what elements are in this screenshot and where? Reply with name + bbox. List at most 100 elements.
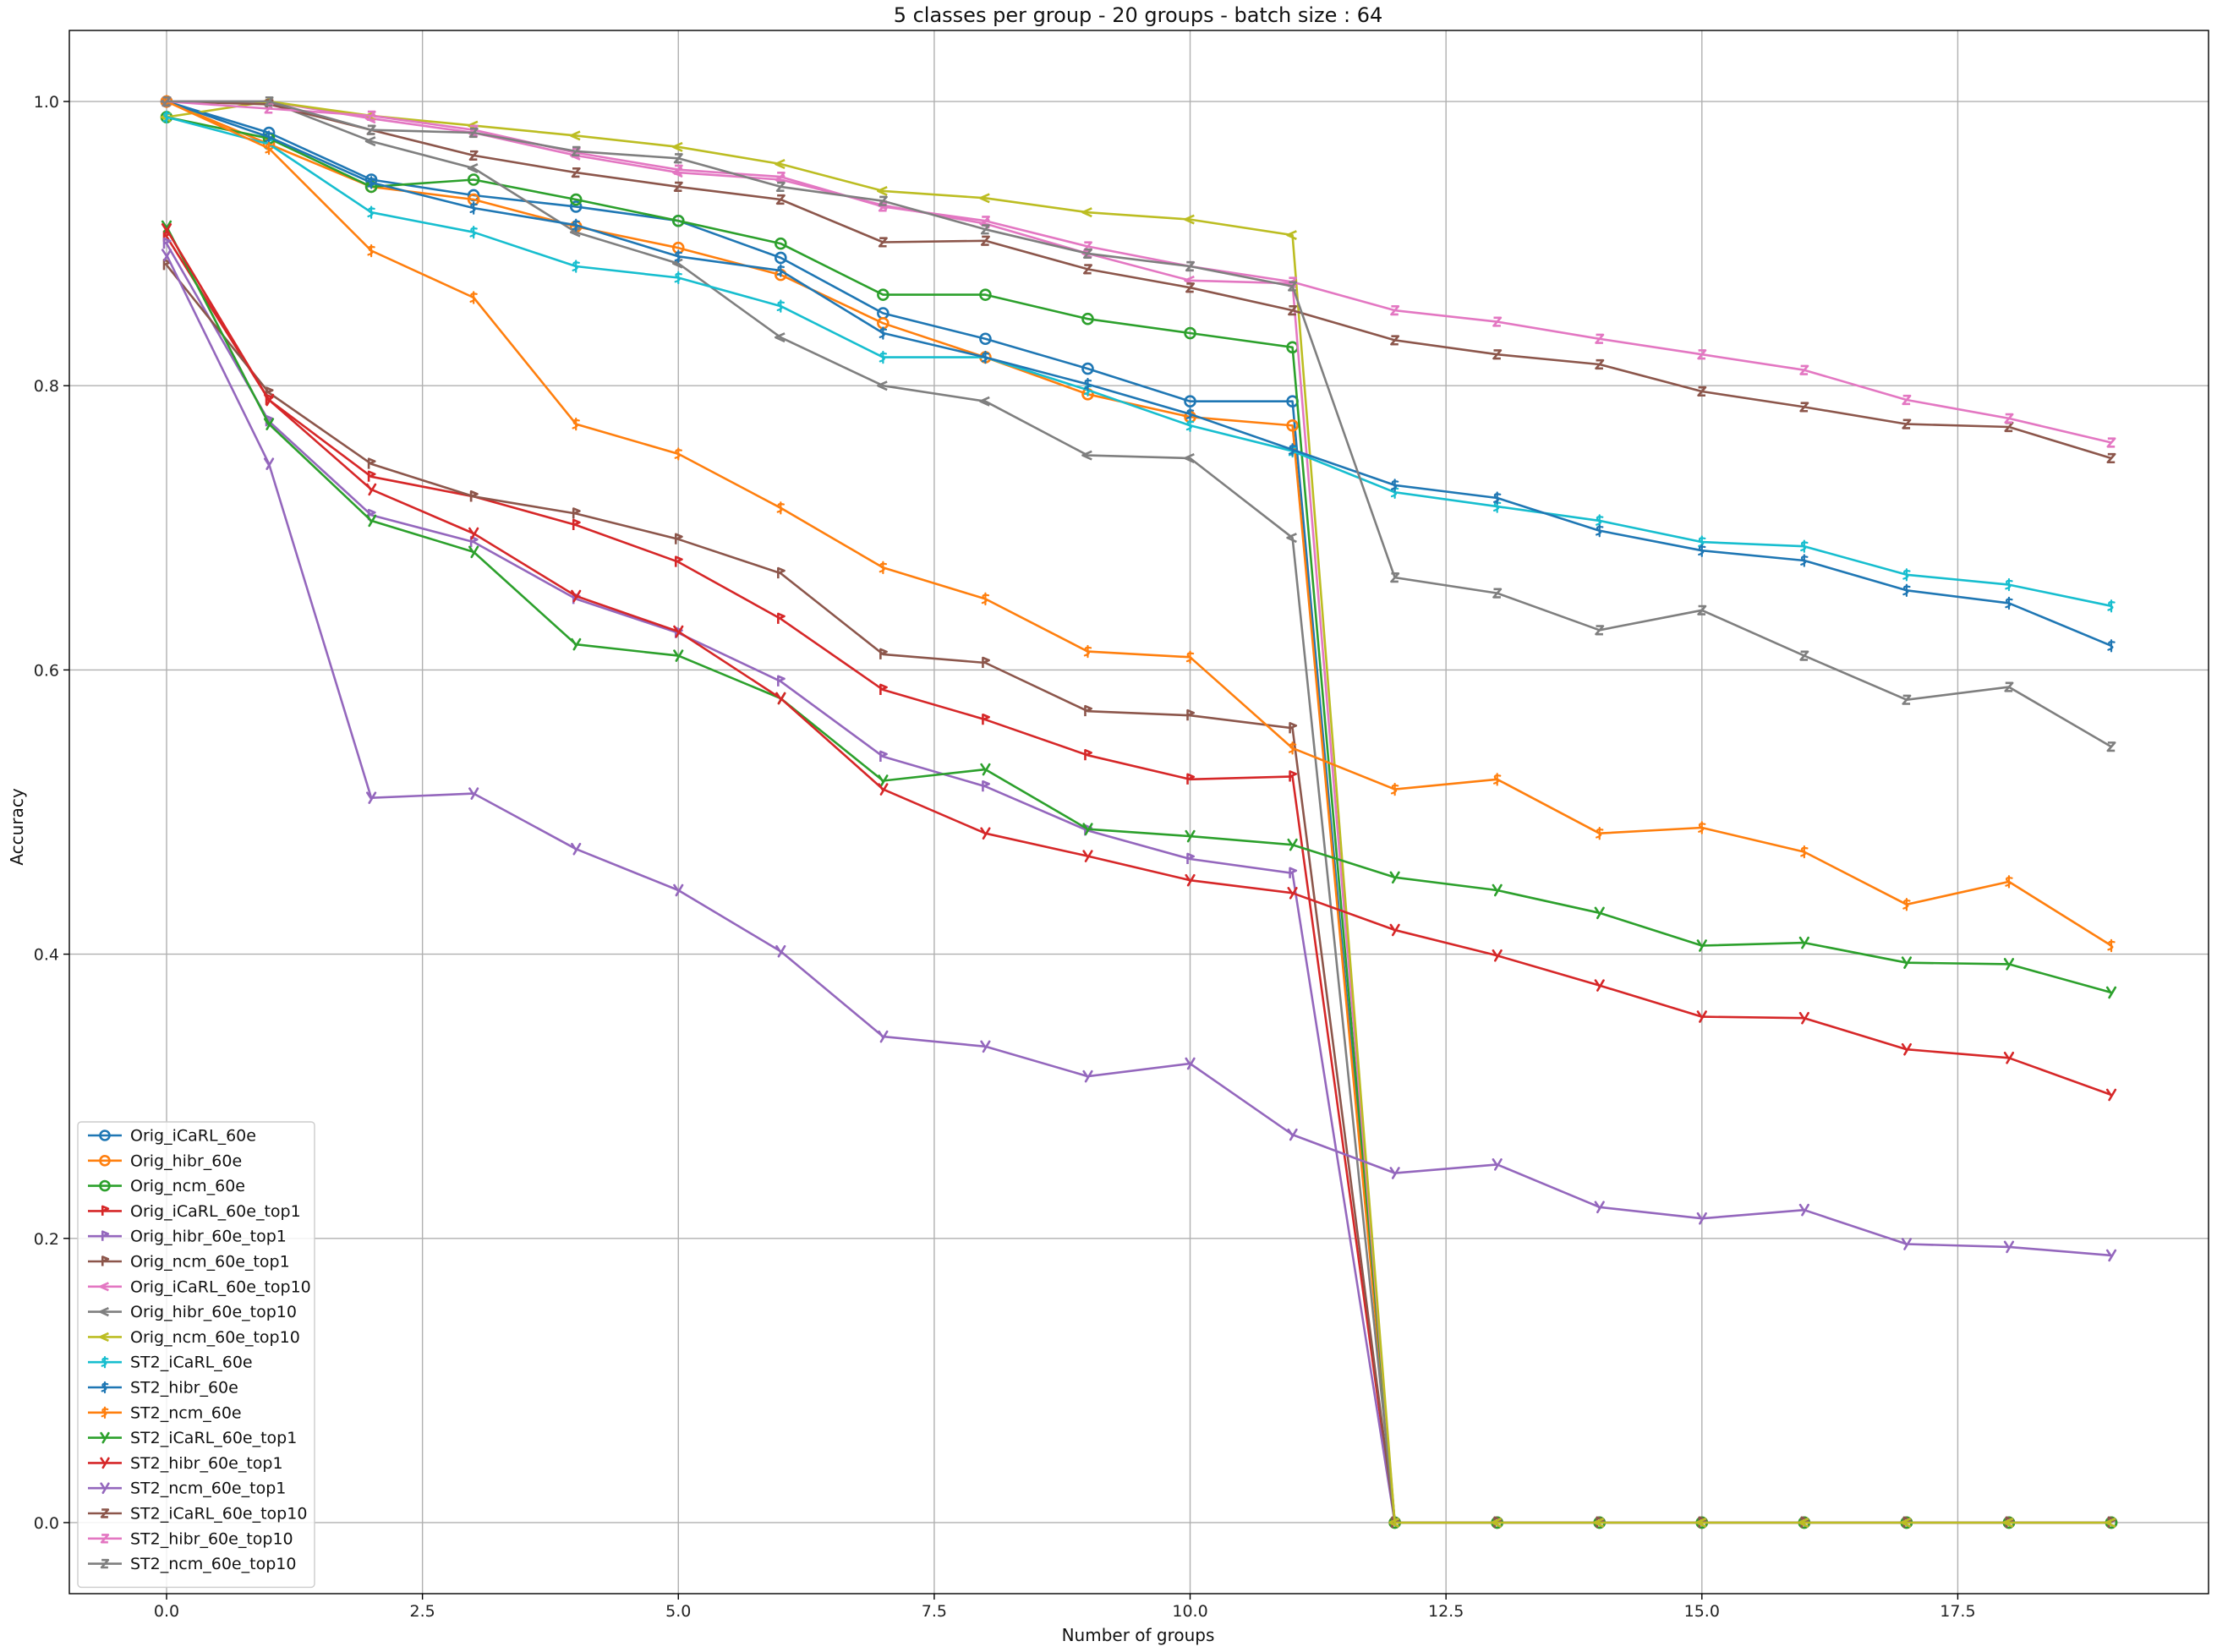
point-ST2_ncm_60e_top10-1	[264, 96, 274, 107]
point-ST2_iCaRL_60e_top1-19	[2105, 986, 2117, 999]
series-ST2_hibr_60e_top1	[161, 223, 2117, 1102]
legend-item-Orig_hibr_60e_top1: Orig_hibr_60e_top1	[88, 1228, 287, 1246]
series-line-ST2_ncm_60e	[166, 100, 2112, 947]
point-Orig_iCaRL_60e_top1-2	[367, 470, 376, 482]
point-ST2_iCaRL_60e_top1-8	[980, 763, 991, 776]
legend-label-ST2_iCaRL_60e_top10: ST2_iCaRL_60e_top10	[130, 1505, 307, 1523]
point-ST2_hibr_60e_top1-13	[1492, 949, 1503, 962]
point-Orig_iCaRL_60e-4	[569, 200, 583, 213]
point-ST2_ncm_60e_top1-16	[1798, 1203, 1809, 1217]
point-Orig_ncm_60e-5	[671, 214, 685, 227]
point-ST2_iCaRL_60e_top1-11	[1287, 838, 1298, 851]
legend-marker-Orig_ncm_60e	[99, 1179, 111, 1192]
point-ST2_ncm_60e_top10-8	[980, 224, 990, 235]
point-ST2_iCaRL_60e_top10-5	[673, 181, 683, 192]
point-ST2_iCaRL_60e_top10-14	[1595, 358, 1605, 370]
point-ST2_hibr_60e_top1-14	[1594, 979, 1605, 992]
point-ST2_ncm_60e_top10-2	[366, 124, 376, 135]
series-line-ST2_ncm_60e_top1	[165, 254, 2112, 1257]
legend-marker-ST2_hibr_60e_top1	[100, 1457, 110, 1469]
point-ST2_ncm_60e-15	[1698, 821, 1706, 834]
legend-label-ST2_ncm_60e: ST2_ncm_60e	[130, 1403, 242, 1422]
point-ST2_ncm_60e-10	[1185, 650, 1195, 664]
point-ST2_ncm_60e_top1-13	[1492, 1158, 1503, 1171]
point-ST2_ncm_60e-11	[1288, 741, 1297, 755]
point-ST2_ncm_60e_top10-12	[1390, 572, 1400, 583]
legend-item-Orig_iCaRL_60e_top1: Orig_iCaRL_60e_top1	[88, 1202, 301, 1221]
y-tick-label-4: 0.8	[34, 377, 59, 396]
chart-title: 5 classes per group - 20 groups - batch …	[894, 3, 1383, 27]
legend-marker-Orig_iCaRL_60e_top10	[99, 1282, 109, 1292]
point-ST2_iCaRL_60e_top10-15	[1697, 386, 1707, 397]
legend-item-ST2_hibr_60e_top10: ST2_hibr_60e_top10	[88, 1529, 293, 1548]
point-ST2_hibr_60e-10	[1185, 408, 1195, 421]
point-Orig_ncm_60e_top10-11	[1286, 230, 1297, 241]
point-ST2_hibr_60e-13	[1492, 491, 1502, 505]
point-ST2_hibr_60e_top10-16	[1799, 364, 1809, 375]
point-ST2_hibr_60e_top1-10	[1185, 873, 1196, 887]
point-ST2_hibr_60e_top10-6	[775, 172, 786, 183]
point-ST2_iCaRL_60e_top1-13	[1492, 883, 1503, 897]
point-ST2_hibr_60e-15	[1698, 544, 1706, 557]
point-ST2_ncm_60e-7	[879, 561, 888, 575]
point-ST2_ncm_60e_top10-9	[1082, 248, 1092, 260]
point-ST2_hibr_60e_top1-0	[161, 223, 172, 236]
point-Orig_iCaRL_60e_top1-11	[1289, 770, 1298, 782]
point-Orig_hibr_60e_top10-4	[569, 227, 581, 238]
point-ST2_iCaRL_60e-19	[2107, 599, 2116, 613]
legend-label-ST2_iCaRL_60e_top1: ST2_iCaRL_60e_top1	[130, 1429, 297, 1447]
point-ST2_hibr_60e_top1-1	[263, 393, 275, 407]
point-Orig_ncm_60e-4	[569, 193, 583, 206]
point-Orig_hibr_60e_top10-5	[671, 258, 683, 269]
point-ST2_hibr_60e-8	[981, 350, 990, 364]
point-ST2_hibr_60e-19	[2107, 639, 2116, 653]
point-ST2_iCaRL_60e_top1-1	[263, 418, 275, 430]
point-ST2_ncm_60e_top1-2	[366, 791, 377, 804]
point-ST2_ncm_60e_top1-10	[1185, 1057, 1196, 1070]
point-ST2_hibr_60e_top10-18	[2004, 413, 2014, 424]
point-Orig_ncm_60e_top10-9	[1081, 207, 1092, 218]
point-ST2_ncm_60e_top10-11	[1288, 281, 1298, 292]
legend-item-Orig_ncm_60e: Orig_ncm_60e	[88, 1177, 245, 1195]
point-ST2_iCaRL_60e_top1-10	[1185, 829, 1196, 843]
point-ST2_ncm_60e_top1-9	[1082, 1069, 1093, 1083]
point-ST2_ncm_60e_top1-3	[468, 787, 479, 800]
point-ST2_iCaRL_60e_top1-7	[878, 774, 889, 787]
point-Orig_iCaRL_60e-6	[775, 251, 787, 265]
x-tick-label-7: 17.5	[1940, 1602, 1975, 1621]
point-ST2_ncm_60e-16	[1800, 845, 1809, 859]
x-tick-label-2: 5.0	[665, 1602, 691, 1621]
point-Orig_ncm_60e_top10-14	[1593, 1517, 1605, 1528]
point-ST2_iCaRL_60e-0	[162, 110, 171, 124]
point-Orig_ncm_60e_top1-3	[469, 490, 479, 502]
legend-item-ST2_ncm_60e: ST2_ncm_60e	[88, 1403, 242, 1422]
point-ST2_hibr_60e-9	[1083, 377, 1092, 391]
point-ST2_hibr_60e-2	[367, 176, 375, 189]
point-ST2_hibr_60e_top1-15	[1696, 1010, 1707, 1023]
point-ST2_iCaRL_60e-4	[572, 260, 580, 273]
legend-item-ST2_hibr_60e: ST2_hibr_60e	[88, 1379, 238, 1398]
point-ST2_iCaRL_60e_top1-5	[673, 649, 684, 662]
point-ST2_ncm_60e_top10-3	[468, 127, 479, 139]
x-axis-label: Number of groups	[1062, 1625, 1215, 1645]
x-tick-label-5: 12.5	[1428, 1602, 1464, 1621]
point-Orig_hibr_60e_top1-0	[162, 237, 172, 249]
legend-item-ST2_iCaRL_60e_top10: ST2_iCaRL_60e_top10	[88, 1505, 307, 1523]
legend-item-Orig_hibr_60e: Orig_hibr_60e	[88, 1151, 242, 1170]
point-Orig_ncm_60e_top10-17	[1900, 1517, 1912, 1528]
point-ST2_hibr_60e_top1-5	[673, 625, 684, 638]
series-group	[160, 95, 2118, 1529]
point-ST2_ncm_60e-8	[981, 592, 990, 606]
point-ST2_ncm_60e_top10-10	[1185, 260, 1196, 272]
legend-marker-Orig_ncm_60e_top1	[101, 1255, 110, 1266]
point-ST2_iCaRL_60e-18	[2005, 577, 2013, 592]
point-Orig_hibr_60e_top1-10	[1186, 852, 1196, 864]
y-axis-label: Accuracy	[7, 788, 27, 865]
legend-item-Orig_hibr_60e_top10: Orig_hibr_60e_top10	[88, 1303, 297, 1321]
point-ST2_hibr_60e-7	[879, 326, 888, 340]
point-ST2_iCaRL_60e_top10-19	[2106, 452, 2116, 464]
point-ST2_iCaRL_60e-2	[367, 205, 375, 219]
point-Orig_iCaRL_60e_top1-6	[777, 612, 786, 624]
